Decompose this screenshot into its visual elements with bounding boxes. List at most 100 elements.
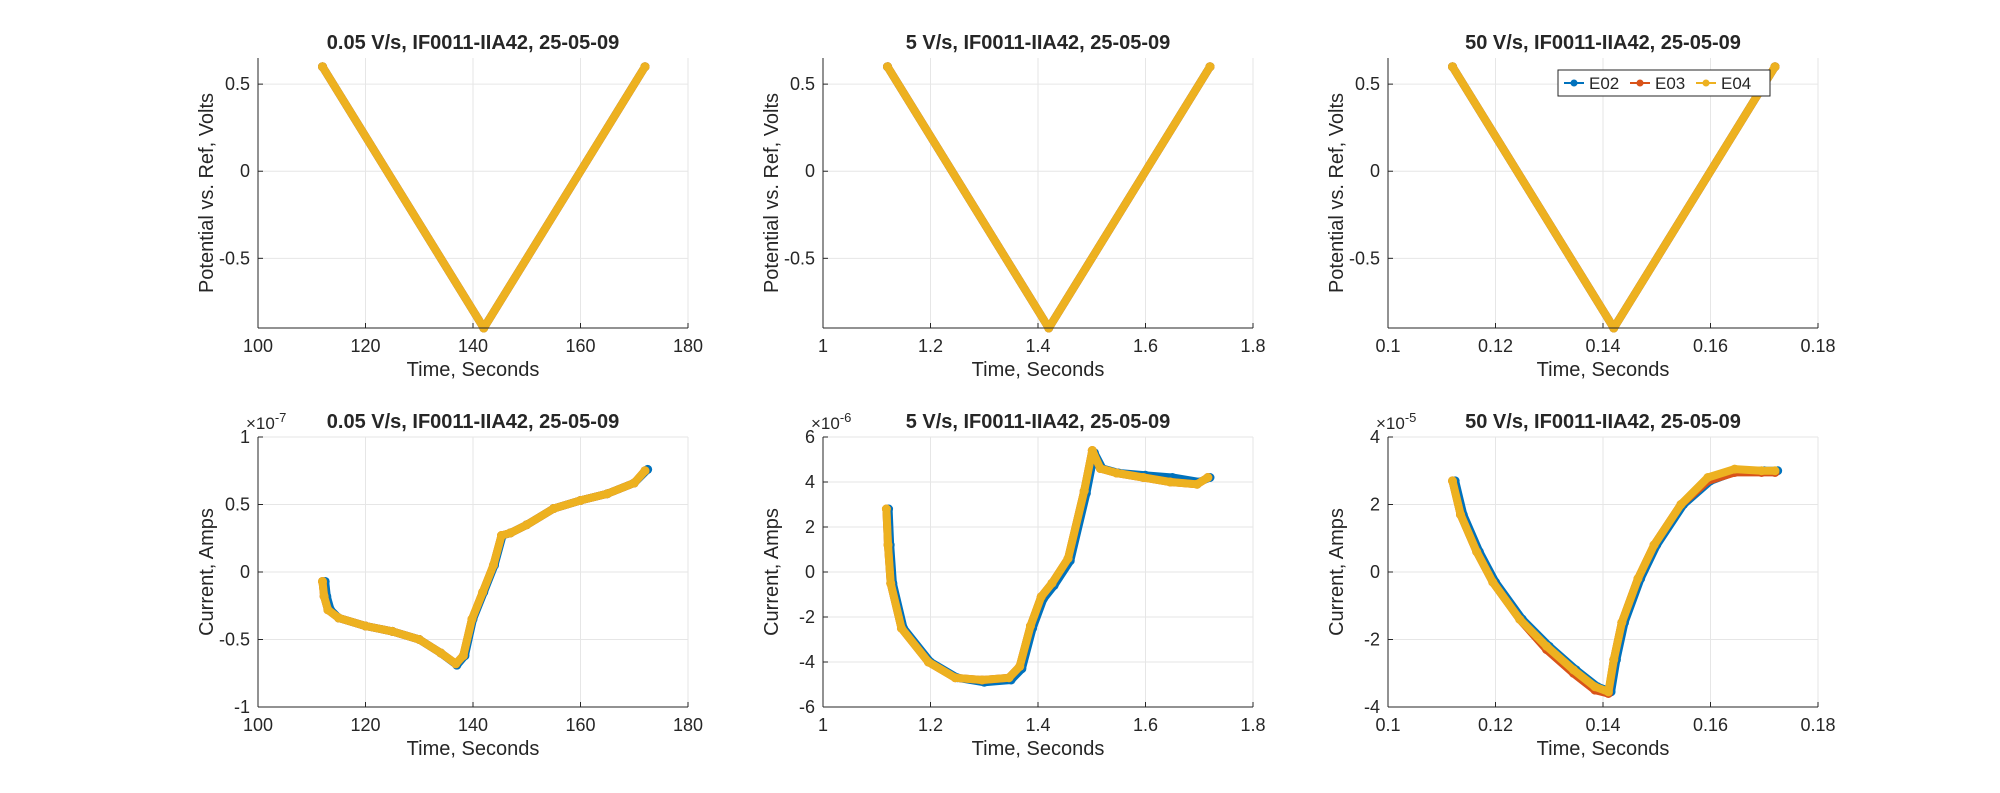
- data-point-E04: [950, 673, 960, 683]
- y-tick-label: -0.5: [784, 248, 815, 268]
- data-point-E04: [1472, 547, 1482, 557]
- x-tick-label: 0.14: [1585, 336, 1620, 356]
- x-tick-label: 0.1: [1375, 336, 1400, 356]
- x-tick-label: 1.4: [1025, 336, 1050, 356]
- x-axis-label: Time, Seconds: [407, 738, 540, 760]
- series-line-E04: [1448, 465, 1779, 696]
- legend: E02 E03 E04: [1557, 69, 1771, 97]
- legend-label-E03: E03: [1655, 74, 1685, 93]
- subplot-4: 100 120 140 160 180 -1 -0.5 0 0.5 1 0.05 V/s, IF00…: [196, 410, 703, 760]
- y-axis-label: Potential vs. Ref, Volts: [196, 93, 218, 293]
- subplot-6: 0.1 0.12 0.14 0.16 0.18 -4 -2 0 2 4 50 V/s, IF0011…: [1326, 410, 1836, 760]
- x-tick-label: 1.6: [1133, 336, 1158, 356]
- x-tick-label: 1: [818, 715, 828, 735]
- data-point-E04: [1757, 466, 1767, 476]
- y-axis-exponent: ×10-5: [1376, 410, 1416, 433]
- data-point-E04: [458, 651, 468, 661]
- y-tick-label: 0.5: [1355, 74, 1380, 94]
- x-tick-label: 0.18: [1800, 336, 1835, 356]
- series-group: [881, 446, 1215, 687]
- data-point-E04: [1590, 682, 1600, 692]
- y-tick-label: -1: [234, 697, 250, 717]
- data-point-E04: [1649, 540, 1659, 550]
- x-axis-label: Time, Seconds: [1537, 359, 1670, 381]
- legend-box: [1557, 69, 1771, 97]
- data-point-E04: [1730, 464, 1740, 474]
- data-point-E04: [318, 62, 327, 72]
- chart-title: 0.05 V/s, IF0011-IIA42, 25-05-09: [327, 32, 619, 54]
- x-tick-label: 1.2: [918, 715, 943, 735]
- data-point-E04: [883, 540, 893, 550]
- y-tick-label: 2: [805, 517, 815, 537]
- data-point-E04: [1004, 673, 1014, 683]
- x-axis-label: Time, Seconds: [407, 359, 540, 381]
- chart-title: 5 V/s, IF0011-IIA42, 25-05-09: [906, 32, 1171, 54]
- data-point-E04: [602, 489, 612, 499]
- y-tick-label: 0: [1370, 562, 1380, 582]
- legend-marker-E04: [1702, 79, 1710, 87]
- y-tick-label: -2: [799, 607, 815, 627]
- y-tick-label: 4: [1370, 427, 1380, 447]
- data-point-E04: [467, 614, 477, 624]
- y-tick-label: -0.5: [1349, 248, 1380, 268]
- legend-label-E04: E04: [1721, 74, 1751, 93]
- data-point-E04: [1617, 618, 1627, 628]
- data-point-E04: [881, 504, 891, 514]
- x-tick-label: 1.2: [918, 336, 943, 356]
- data-point-E04: [1192, 479, 1202, 489]
- data-point-E04: [1087, 446, 1097, 455]
- data-point-E04: [896, 623, 906, 633]
- data-point-E04: [488, 560, 498, 570]
- x-tick-label: 120: [350, 336, 380, 356]
- y-tick-label: -2: [1364, 630, 1380, 650]
- subplot-5: 1 1.2 1.4 1.6 1.8 -6 -4 -2 0 2 4 6 5 V/s, IF0011-IIA…: [761, 410, 1266, 760]
- data-point-E04: [576, 495, 585, 505]
- data-point-E04: [1770, 466, 1780, 476]
- data-point-E04: [451, 659, 461, 669]
- data-point-E04: [1025, 621, 1035, 631]
- y-tick-label: 0: [240, 562, 250, 582]
- chart-title: 5 V/s, IF0011-IIA42, 25-05-09: [906, 411, 1171, 433]
- x-tick-label: 1.6: [1133, 715, 1158, 735]
- legend-label-E02: E02: [1589, 74, 1619, 93]
- x-tick-label: 160: [565, 336, 595, 356]
- data-point-E04: [1015, 662, 1025, 671]
- data-point-E04: [361, 621, 370, 631]
- y-axis-label: Current, Amps: [1326, 508, 1348, 636]
- y-axis-exponent: ×10-7: [246, 410, 286, 433]
- x-tick-label: 100: [243, 715, 273, 735]
- data-point-E04: [414, 635, 424, 644]
- x-tick-label: 0.12: [1478, 715, 1513, 735]
- y-axis-exponent: ×10-6: [811, 410, 851, 433]
- y-axis-exponent-power: -6: [840, 410, 852, 425]
- y-tick-label: 2: [1370, 495, 1380, 515]
- y-axis-label: Potential vs. Ref, Volts: [761, 93, 783, 293]
- data-point-E04: [640, 62, 650, 72]
- x-tick-label: 0.18: [1800, 715, 1835, 735]
- data-point-E04: [640, 466, 650, 476]
- data-point-E04: [1703, 473, 1713, 482]
- data-point-E04: [1676, 500, 1686, 509]
- data-point-E04: [436, 648, 446, 658]
- y-tick-label: 0: [240, 161, 250, 181]
- data-point-E04: [549, 504, 559, 514]
- data-point-E04: [387, 626, 397, 636]
- data-point-E04: [1111, 468, 1121, 478]
- legend-marker-E03: [1636, 79, 1644, 87]
- data-point-E04: [522, 520, 532, 530]
- y-tick-label: 0: [1370, 161, 1380, 181]
- data-point-E04: [1095, 464, 1105, 473]
- data-point-E04: [318, 576, 327, 586]
- series-group: [1448, 464, 1783, 698]
- x-tick-label: 180: [673, 336, 703, 356]
- data-point-E04: [1456, 510, 1466, 520]
- y-tick-label: 0: [805, 161, 815, 181]
- data-point-E04: [1568, 665, 1578, 675]
- x-axis-label: Time, Seconds: [972, 738, 1105, 760]
- x-axis-label: Time, Seconds: [1537, 738, 1670, 760]
- data-point-E04: [323, 605, 333, 615]
- x-tick-label: 1: [818, 336, 828, 356]
- data-point-E04: [319, 591, 329, 601]
- y-tick-label: 4: [805, 472, 815, 492]
